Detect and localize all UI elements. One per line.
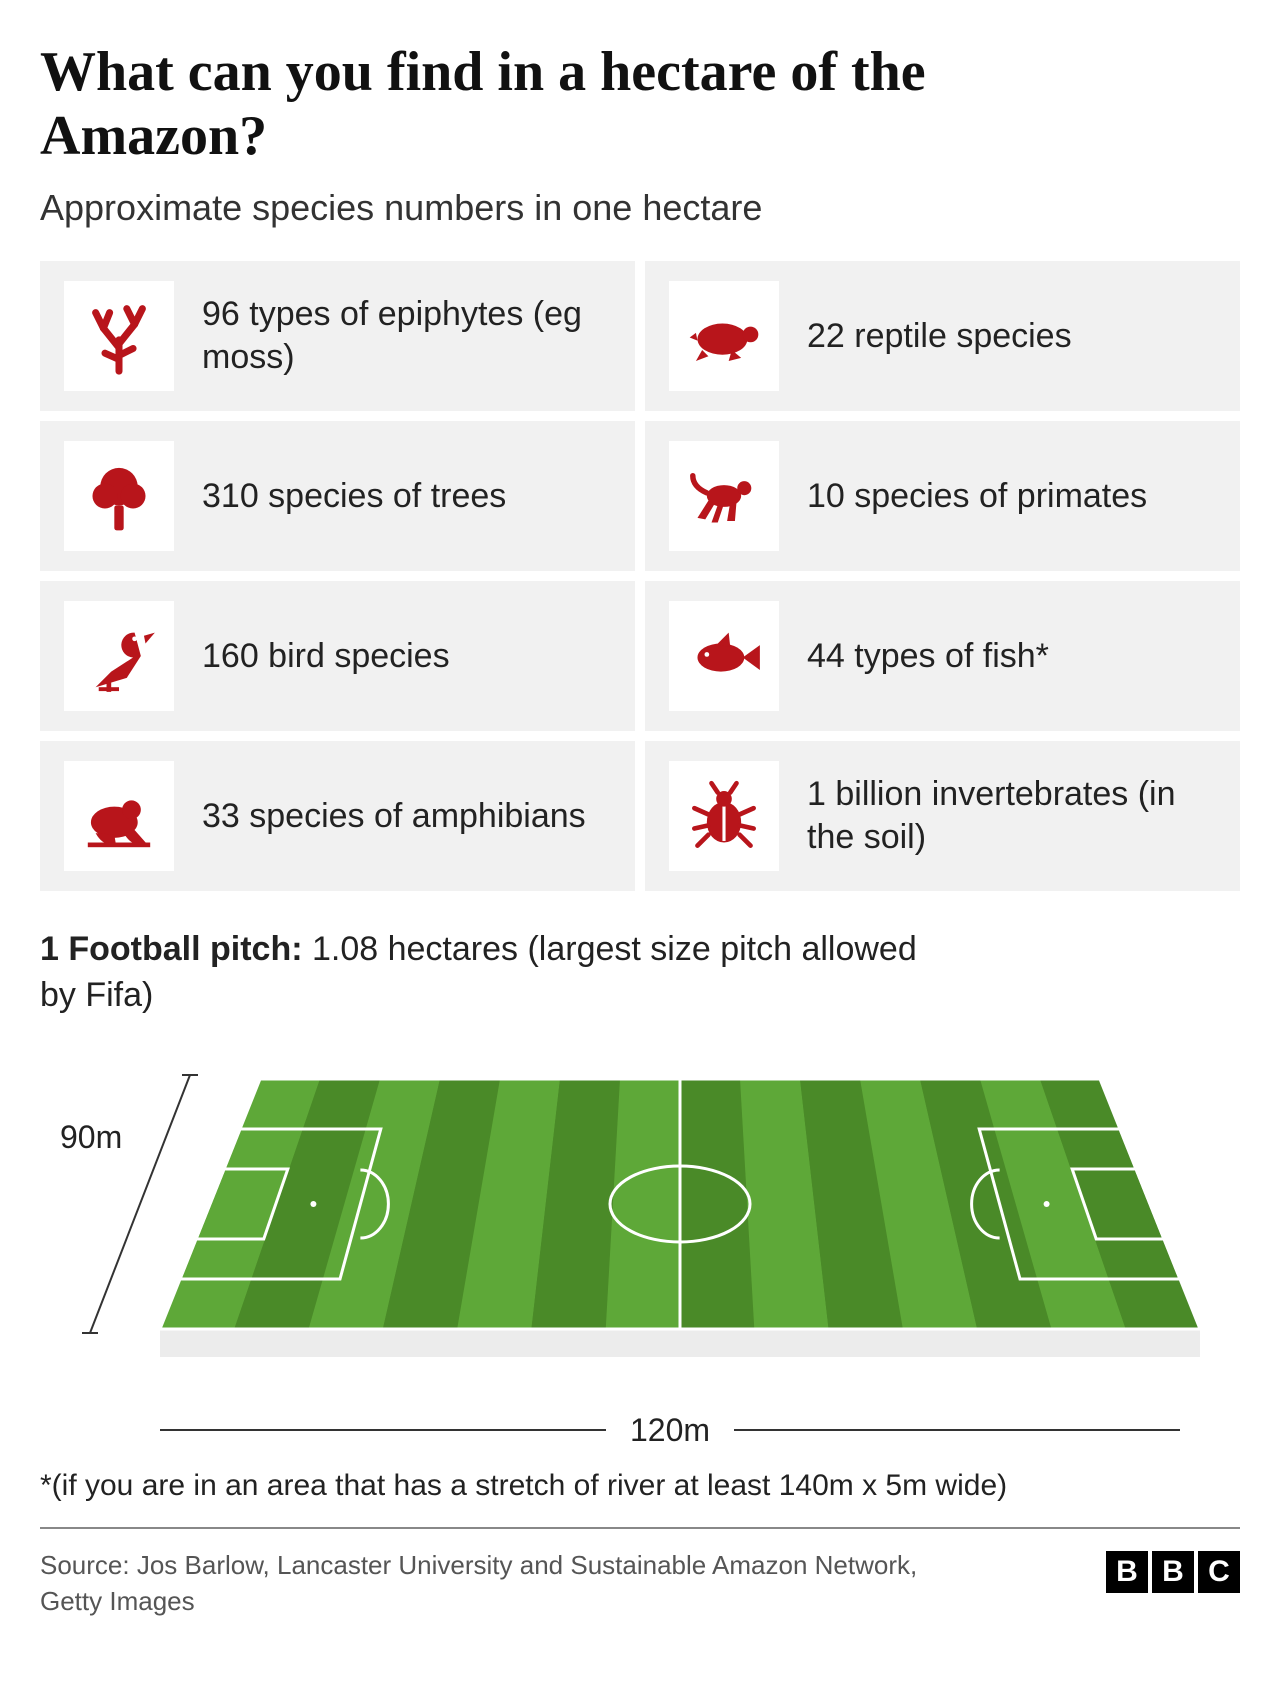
species-card: 96 types of epiphytes (eg moss) [40, 261, 635, 411]
pitch-note: 1 Football pitch: 1.08 hectares (largest… [40, 927, 940, 1019]
pitch-figure: 90m 120m [60, 1049, 1220, 1449]
species-card-label: 10 species of primates [807, 475, 1147, 518]
rule-line [160, 1429, 606, 1431]
infographic: What can you find in a hectare of the Am… [0, 0, 1280, 1643]
bbc-logo-letter: B [1106, 1551, 1148, 1593]
bbc-logo: BBC [1106, 1547, 1240, 1593]
source-text: Source: Jos Barlow, Lancaster University… [40, 1547, 920, 1620]
species-card: 1 billion invertebrates (in the soil) [645, 741, 1240, 891]
species-card-label: 22 reptile species [807, 315, 1072, 358]
species-grid: 96 types of epiphytes (eg moss) 22 repti… [40, 261, 1240, 891]
species-card: 33 species of amphibians [40, 741, 635, 891]
footer: Source: Jos Barlow, Lancaster University… [40, 1527, 1240, 1644]
frog-icon [64, 761, 174, 871]
species-card-label: 1 billion invertebrates (in the soil) [807, 773, 1216, 858]
species-card: 10 species of primates [645, 421, 1240, 571]
species-card-label: 310 species of trees [202, 475, 506, 518]
bbc-logo-letter: B [1152, 1551, 1194, 1593]
bird-icon [64, 601, 174, 711]
species-card: 160 bird species [40, 581, 635, 731]
pitch-height-label: 90m [60, 1119, 122, 1156]
pitch-width-row: 120m [160, 1412, 1180, 1449]
coral-icon [64, 281, 174, 391]
football-pitch-icon [60, 1049, 1220, 1409]
species-card: 22 reptile species [645, 261, 1240, 411]
species-card-label: 44 types of fish* [807, 635, 1049, 678]
species-card: 310 species of trees [40, 421, 635, 571]
beetle-icon [669, 761, 779, 871]
turtle-icon [669, 281, 779, 391]
rule-line [734, 1429, 1180, 1431]
tree-icon [64, 441, 174, 551]
monkey-icon [669, 441, 779, 551]
bbc-logo-letter: C [1198, 1551, 1240, 1593]
species-card-label: 33 species of amphibians [202, 795, 586, 838]
pitch-width-label: 120m [606, 1412, 734, 1449]
fish-icon [669, 601, 779, 711]
page-title: What can you find in a hectare of the Am… [40, 40, 1140, 169]
pitch-note-bold: 1 Football pitch: [40, 930, 303, 968]
footnote: *(if you are in an area that has a stret… [40, 1469, 1240, 1503]
page-subtitle: Approximate species numbers in one hecta… [40, 187, 1240, 229]
species-card-label: 160 bird species [202, 635, 450, 678]
species-card-label: 96 types of epiphytes (eg moss) [202, 293, 611, 378]
species-card: 44 types of fish* [645, 581, 1240, 731]
